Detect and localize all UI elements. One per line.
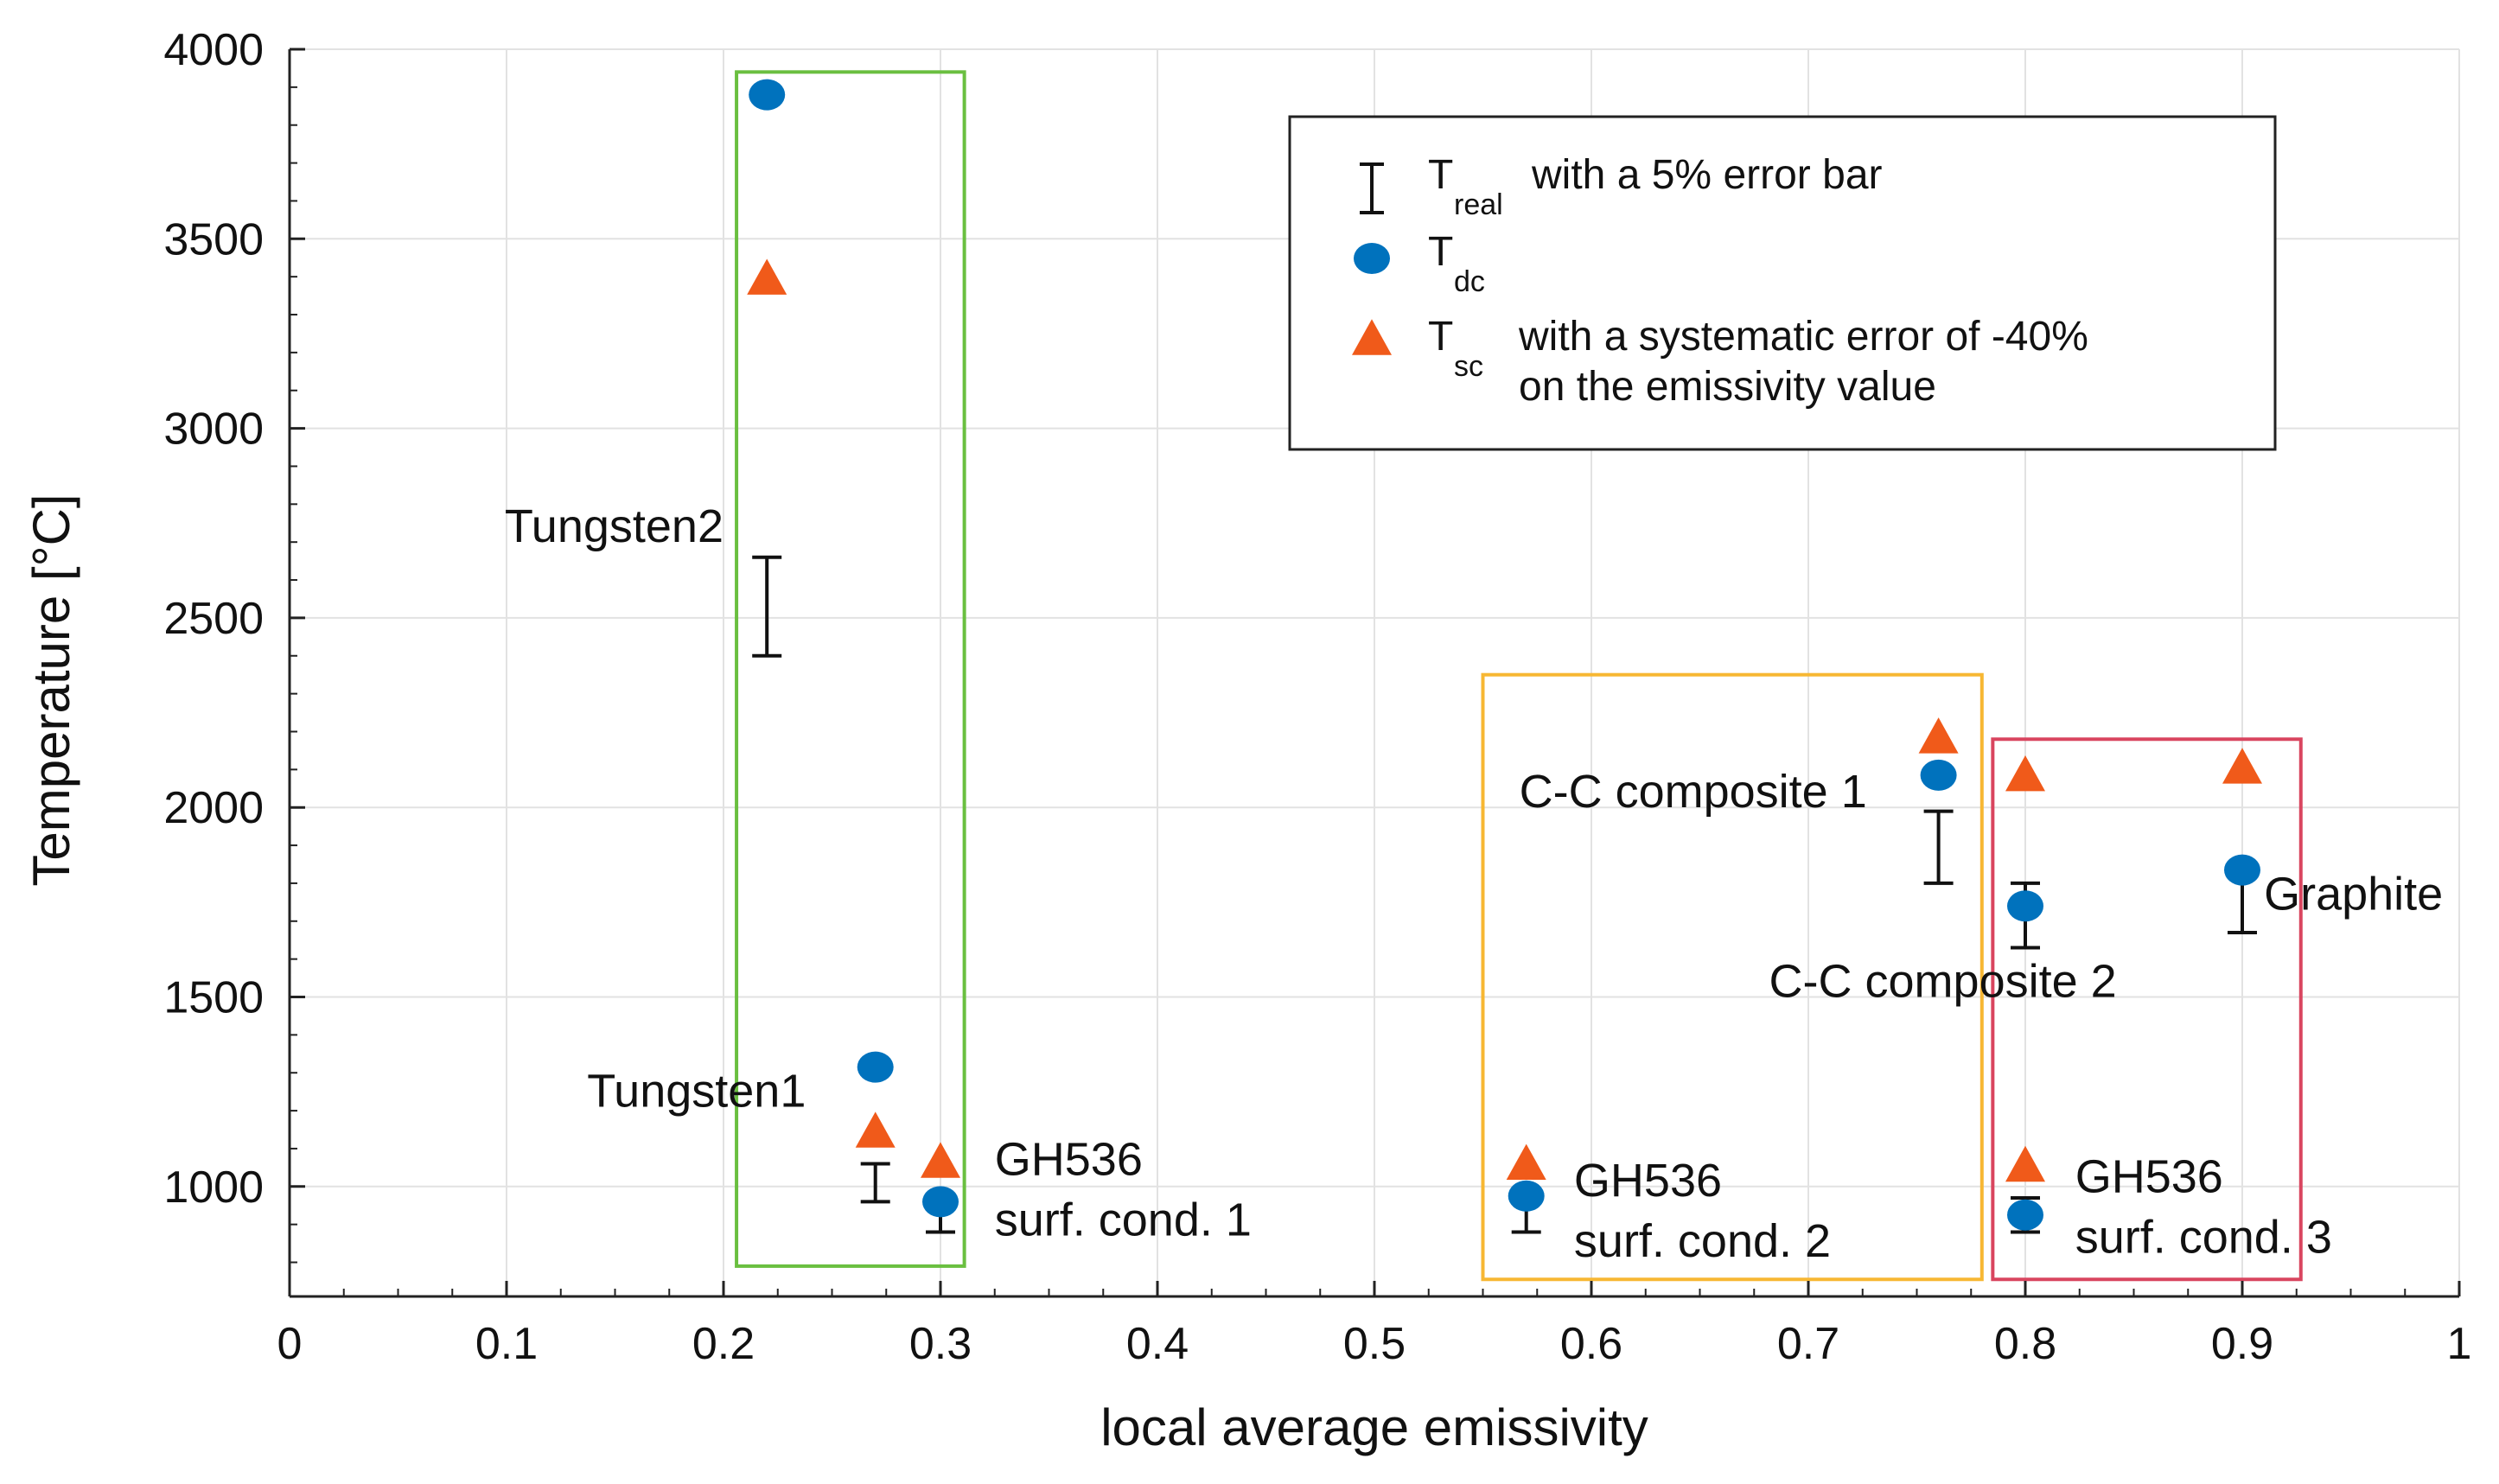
x-tick-label: 0.2 <box>692 1319 755 1369</box>
label-cc-composite-1: C-C composite 1 <box>1520 766 1867 818</box>
tsc-point <box>2005 1145 2045 1182</box>
label-tungsten2-line: Tungsten2 <box>505 500 724 552</box>
x-tick-label: 0 <box>277 1319 303 1369</box>
tsc-point <box>1918 717 1959 754</box>
legend-subscript: real <box>1454 188 1503 221</box>
tdc-point <box>2224 854 2260 886</box>
x-axis-title: local average emissivity <box>1100 1398 1648 1456</box>
error-bar <box>860 1162 890 1204</box>
box-red <box>1991 737 2303 1282</box>
label-graphite: Graphite <box>2264 869 2443 920</box>
x-tick-label: 1 <box>2447 1319 2472 1369</box>
axes <box>288 48 2461 1298</box>
box-orange <box>1481 672 1984 1282</box>
x-tick-label: 0.5 <box>1343 1319 1406 1369</box>
tdc-point <box>857 1051 894 1083</box>
label-tungsten1: Tungsten1 <box>587 1066 806 1118</box>
y-tick-label: 3000 <box>163 404 264 455</box>
legend-text: with a systematic error of -40% <box>1518 314 2088 360</box>
tdc-point <box>2007 890 2043 922</box>
legend-symbol: T <box>1428 314 1453 360</box>
legend-item-tsc: Tsc with a systematic error of -40%on the… <box>1352 314 2088 410</box>
label-cc-composite-2: C-C composite 2 <box>1769 956 2117 1008</box>
tsc-point <box>921 1142 960 1178</box>
label-gh536-1: GH536 surf. cond. 1 <box>995 1134 1252 1246</box>
label-cc-composite-1-line: C-C composite 1 <box>1520 766 1867 818</box>
label-gh536-1-line: surf. cond. 1 <box>995 1194 1252 1246</box>
error-bar <box>1923 809 1954 885</box>
legend-circle-marker <box>1354 243 1390 274</box>
tdc-point <box>1920 759 1957 791</box>
legend-item-tdc: Tdc <box>1354 229 1485 298</box>
tdc-point <box>2007 1199 2043 1231</box>
label-tungsten1-line: Tungsten1 <box>587 1066 806 1118</box>
box-green <box>735 70 966 1268</box>
y-tick-label: 2000 <box>163 783 264 833</box>
tsc-point <box>747 258 787 295</box>
data-points <box>747 79 2262 1234</box>
tick-labels: 0 0.1 0.2 0.3 0.4 0.5 0.6 0.7 0.8 0.9 1 1000 1500 200… <box>163 25 2471 1369</box>
x-tick-label: 0.7 <box>1777 1319 1839 1369</box>
legend-symbol: T <box>1428 229 1453 275</box>
label-gh536-3-line: surf. cond. 3 <box>2075 1211 2332 1263</box>
y-tick-label: 4000 <box>163 25 264 75</box>
label-gh536-2: GH536 surf. cond. 2 <box>1574 1155 1831 1267</box>
x-tick-label: 0.3 <box>909 1319 972 1369</box>
tdc-point <box>1508 1180 1545 1212</box>
legend-subscript: sc <box>1454 350 1483 383</box>
label-tungsten2: Tungsten2 <box>505 500 724 552</box>
label-gh536-2-line: surf. cond. 2 <box>1574 1215 1831 1267</box>
y-tick-label: 2500 <box>163 594 264 644</box>
legend-text: with a 5% error bar <box>1531 152 1883 198</box>
y-tick-label: 1000 <box>163 1162 264 1213</box>
y-axis-title: Temperature [°C] <box>22 494 80 886</box>
group-boxes <box>735 70 2303 1282</box>
label-gh536-1-line: GH536 <box>995 1134 1143 1186</box>
legend-text-line2: on the emissivity value <box>1519 364 1936 410</box>
label-gh536-3: GH536 surf. cond. 3 <box>2075 1150 2332 1263</box>
y-tick-label: 1500 <box>163 973 264 1023</box>
tsc-point <box>855 1111 896 1148</box>
tsc-point <box>2005 755 2045 792</box>
legend-subscript: dc <box>1454 265 1485 298</box>
tsc-point <box>2222 748 2262 784</box>
x-tick-label: 0.8 <box>1994 1319 2056 1369</box>
tdc-point <box>922 1186 959 1218</box>
legend-symbol: T <box>1428 152 1453 198</box>
tsc-point <box>1506 1143 1546 1180</box>
label-cc-composite-2-line: C-C composite 2 <box>1769 956 2117 1008</box>
tdc-point <box>749 79 786 111</box>
x-tick-label: 0.4 <box>1126 1319 1189 1369</box>
x-tick-label: 0.9 <box>2211 1319 2273 1369</box>
y-tick-label: 3500 <box>163 214 264 264</box>
x-tick-label: 0.1 <box>475 1319 538 1369</box>
legend-box <box>1288 115 2277 451</box>
label-gh536-3-line: GH536 <box>2075 1150 2223 1202</box>
legend-triangle-marker <box>1352 319 1392 355</box>
x-tick-label: 0.6 <box>1560 1319 1622 1369</box>
error-bar <box>752 555 782 658</box>
label-graphite-line: Graphite <box>2264 869 2443 920</box>
label-gh536-2-line: GH536 <box>1574 1155 1722 1207</box>
